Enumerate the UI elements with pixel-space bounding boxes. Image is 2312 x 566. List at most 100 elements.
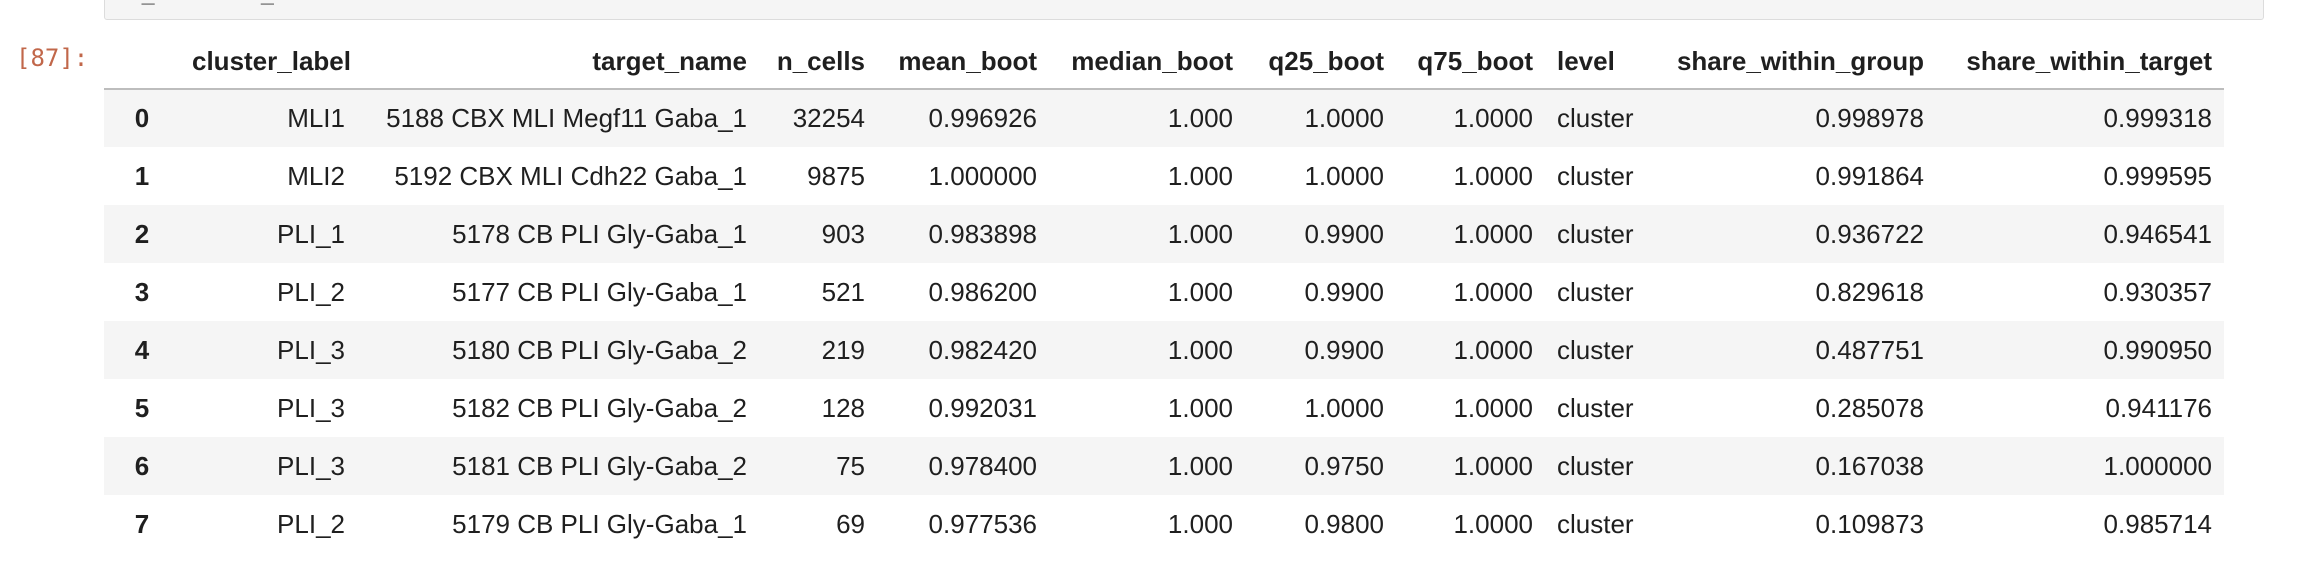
cell-share-within-group: 0.285078 — [1815, 392, 1924, 423]
cell-mean-boot: 0.996926 — [928, 103, 1037, 133]
cell-q25-boot: 0.9800 — [1304, 508, 1384, 539]
cell-q75-boot: 1.0000 — [1453, 334, 1533, 365]
row-index: 3 — [134, 276, 150, 307]
row-index: 5 — [134, 392, 150, 423]
cell-target-name: 5192 CBX MLI Cdh22 Gaba_1 — [394, 160, 747, 191]
header-cluster-label: cluster_label — [180, 34, 357, 90]
dataframe-table: cluster_label target_name n_cells mean_b… — [104, 34, 2224, 553]
previous-code-text: df_combined_d·tables — [115, 0, 380, 5]
cell-q25-boot: 1.0000 — [1304, 392, 1384, 423]
cell-mean-boot: 0.992031 — [928, 392, 1037, 423]
cell-q75-boot: 1.0000 — [1453, 276, 1533, 307]
cell-share-within-group: 0.487751 — [1815, 334, 1924, 365]
cell-cluster-label: PLI_2 — [277, 508, 345, 539]
table-body: 0 MLI1 5188 CBX MLI Megf11 Gaba_1 32254 … — [104, 89, 2224, 553]
cell-n-cells: 69 — [836, 508, 865, 539]
table-row: 7 PLI_2 5179 CB PLI Gly-Gaba_1 69 0.9775… — [104, 495, 2224, 553]
cell-target-name: 5180 CB PLI Gly-Gaba_2 — [452, 334, 747, 365]
cell-share-within-target: 0.990950 — [2103, 334, 2212, 365]
cell-share-within-group: 0.109873 — [1815, 508, 1924, 539]
cell-n-cells: 128 — [821, 392, 865, 423]
cell-q75-boot: 1.0000 — [1453, 218, 1533, 249]
row-index: 6 — [134, 450, 150, 481]
cell-median-boot: 1.000 — [1167, 508, 1233, 539]
cell-share-within-target: 1.000000 — [2103, 450, 2212, 481]
cell-target-name: 5181 CB PLI Gly-Gaba_2 — [452, 450, 747, 481]
table-row: 6 PLI_3 5181 CB PLI Gly-Gaba_2 75 0.9784… — [104, 437, 2224, 495]
cell-level: cluster — [1557, 103, 1634, 133]
cell-share-within-target: 0.999318 — [2103, 103, 2212, 133]
cell-share-within-target: 0.930357 — [2103, 276, 2212, 307]
table-row: 3 PLI_2 5177 CB PLI Gly-Gaba_1 521 0.986… — [104, 263, 2224, 321]
header-share-within-group: share_within_group — [1653, 34, 1936, 90]
cell-median-boot: 1.000 — [1167, 392, 1233, 423]
cell-level: cluster — [1557, 276, 1634, 307]
cell-median-boot: 1.000 — [1167, 103, 1233, 133]
table-row: 2 PLI_1 5178 CB PLI Gly-Gaba_1 903 0.983… — [104, 205, 2224, 263]
cell-share-within-group: 0.829618 — [1815, 276, 1924, 307]
cell-share-within-group: 0.998978 — [1815, 103, 1924, 133]
cell-target-name: 5182 CB PLI Gly-Gaba_2 — [452, 392, 747, 423]
header-median-boot: median_boot — [1049, 34, 1245, 90]
cell-mean-boot: 1.000000 — [928, 160, 1037, 191]
table-row: 5 PLI_3 5182 CB PLI Gly-Gaba_2 128 0.992… — [104, 379, 2224, 437]
cell-q25-boot: 0.9750 — [1304, 450, 1384, 481]
table-row: 1 MLI2 5192 CBX MLI Cdh22 Gaba_1 9875 1.… — [104, 147, 2224, 205]
cell-q75-boot: 1.0000 — [1453, 450, 1533, 481]
cell-level: cluster — [1557, 508, 1634, 539]
header-level: level — [1545, 34, 1653, 90]
cell-n-cells: 9875 — [807, 160, 865, 191]
cell-n-cells: 32254 — [792, 103, 865, 133]
cell-q25-boot: 1.0000 — [1304, 160, 1384, 191]
cell-median-boot: 1.000 — [1167, 276, 1233, 307]
cell-share-within-group: 0.991864 — [1815, 160, 1924, 191]
table-row: 4 PLI_3 5180 CB PLI Gly-Gaba_2 219 0.982… — [104, 321, 2224, 379]
cell-cluster-label: PLI_2 — [277, 276, 345, 307]
cell-q25-boot: 0.9900 — [1304, 218, 1384, 249]
cell-level: cluster — [1557, 160, 1634, 191]
cell-share-within-group: 0.167038 — [1815, 450, 1924, 481]
cell-q25-boot: 0.9900 — [1304, 276, 1384, 307]
row-index: 1 — [134, 160, 150, 191]
cell-median-boot: 1.000 — [1167, 218, 1233, 249]
cell-output-prompt: [87]: — [16, 44, 89, 72]
cell-mean-boot: 0.977536 — [928, 508, 1037, 539]
cell-target-name: 5179 CB PLI Gly-Gaba_1 — [452, 508, 747, 539]
cell-target-name: 5178 CB PLI Gly-Gaba_1 — [452, 218, 747, 249]
cell-q75-boot: 1.0000 — [1453, 392, 1533, 423]
row-index: 0 — [134, 103, 150, 133]
cell-cluster-label: PLI_1 — [277, 218, 345, 249]
table-row: 0 MLI1 5188 CBX MLI Megf11 Gaba_1 32254 … — [104, 89, 2224, 147]
cell-level: cluster — [1557, 392, 1634, 423]
cell-cluster-label: MLI1 — [287, 103, 345, 133]
cell-cluster-label: PLI_3 — [277, 392, 345, 423]
table-header-row: cluster_label target_name n_cells mean_b… — [104, 34, 2224, 90]
cell-n-cells: 903 — [821, 218, 865, 249]
cell-mean-boot: 0.986200 — [928, 276, 1037, 307]
cell-n-cells: 219 — [821, 334, 865, 365]
row-index: 2 — [134, 218, 150, 249]
cell-share-within-target: 0.999595 — [2103, 160, 2212, 191]
cell-target-name: 5177 CB PLI Gly-Gaba_1 — [452, 276, 747, 307]
cell-level: cluster — [1557, 218, 1634, 249]
cell-n-cells: 521 — [821, 276, 865, 307]
cell-cluster-label: MLI2 — [287, 160, 345, 191]
header-index — [104, 34, 180, 90]
previous-code-cell[interactable]: df_combined_d·tables — [104, 0, 2264, 20]
header-n-cells: n_cells — [759, 34, 877, 90]
cell-share-within-target: 0.985714 — [2103, 508, 2212, 539]
cell-median-boot: 1.000 — [1167, 450, 1233, 481]
header-mean-boot: mean_boot — [877, 34, 1049, 90]
header-target-name: target_name — [357, 34, 759, 90]
header-share-within-target: share_within_target — [1936, 34, 2224, 90]
cell-q25-boot: 1.0000 — [1304, 103, 1384, 133]
cell-target-name: 5188 CBX MLI Megf11 Gaba_1 — [386, 103, 747, 133]
row-index: 7 — [134, 508, 150, 539]
cell-cluster-label: PLI_3 — [277, 334, 345, 365]
cell-cluster-label: PLI_3 — [277, 450, 345, 481]
cell-median-boot: 1.000 — [1167, 334, 1233, 365]
dataframe-output: cluster_label target_name n_cells mean_b… — [104, 34, 2224, 553]
cell-mean-boot: 0.978400 — [928, 450, 1037, 481]
row-index: 4 — [134, 334, 150, 365]
header-q25-boot: q25_boot — [1245, 34, 1396, 90]
